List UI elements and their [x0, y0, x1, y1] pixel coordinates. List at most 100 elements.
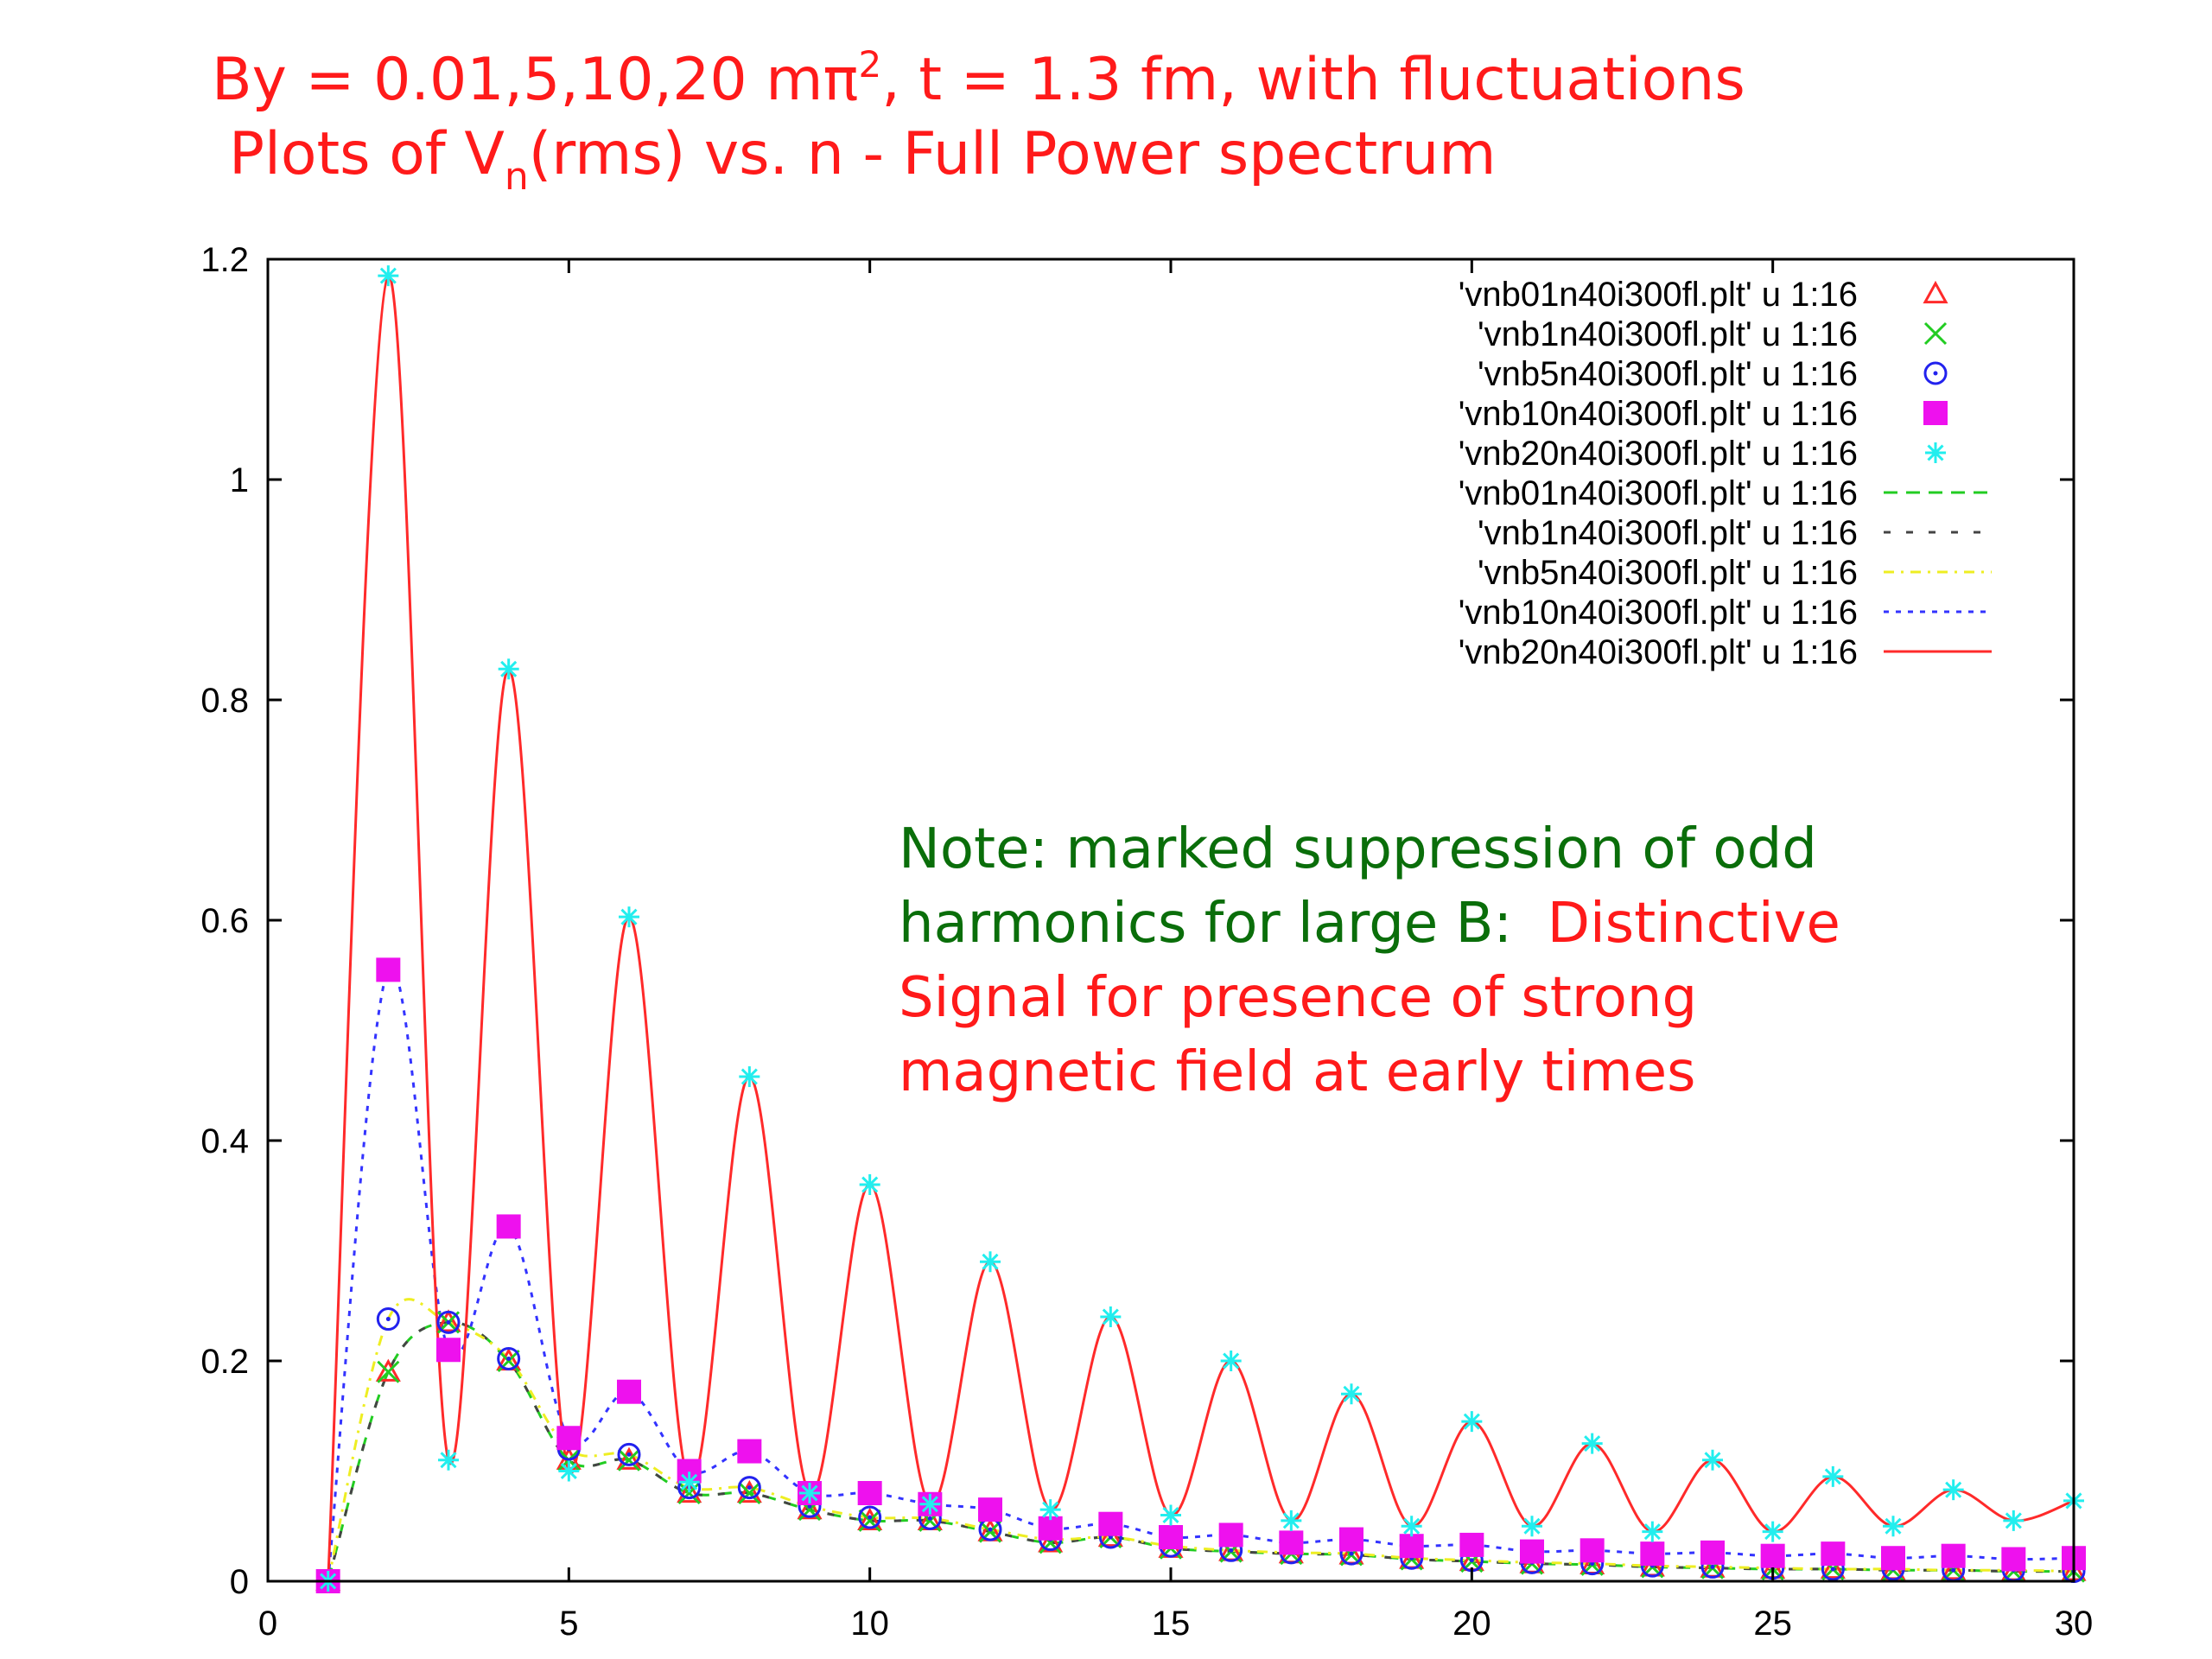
note-line-3: Signal for presence of strong: [899, 961, 1840, 1035]
series-points: [315, 265, 2087, 1593]
title-subscript: n: [504, 155, 529, 199]
data-point: [738, 1481, 761, 1505]
data-point: [1762, 1521, 1783, 1542]
x-tick-label: 0: [258, 1605, 277, 1643]
data-point: [617, 1442, 641, 1466]
data-point: [1941, 1543, 1966, 1568]
marker-stroke: [681, 1473, 698, 1491]
legend-label: 'vnb10n40i300fl.plt' u 1:16: [1459, 594, 1858, 632]
marker-ring: [497, 1346, 521, 1370]
data-point: [1820, 1555, 1846, 1580]
data-point: [978, 1497, 1002, 1522]
marker-stroke: [1223, 1352, 1240, 1370]
data-point: [1220, 1351, 1242, 1371]
data-point: [1399, 1534, 1424, 1559]
marker-stroke: [560, 1462, 577, 1480]
data-point: [1580, 1538, 1605, 1563]
marker-stroke: [1463, 1413, 1480, 1430]
marker-dot: [1590, 1561, 1595, 1567]
marker-stroke: [1343, 1385, 1360, 1402]
marker-stroke: [1923, 321, 1948, 346]
data-point: [1039, 1499, 1061, 1521]
x-tick-label: 30: [2055, 1605, 2094, 1643]
axis-ticks: 0 5 10 15 20 25 30 0 0.2 0.4 0.6 0.8 1 1.2: [200, 241, 2093, 1643]
data-point: [377, 1360, 400, 1383]
legend: 'vnb01n40i300fl.plt' u 1:16'vnb1n40i300f…: [1459, 276, 1992, 671]
marker-stroke: [801, 1484, 818, 1502]
marker-ring: [436, 1310, 461, 1334]
marker-stroke: [1824, 1468, 1841, 1485]
marker-stroke: [1282, 1512, 1300, 1529]
marker-dot: [747, 1485, 752, 1491]
title-line-2-end: (rms) vs. n - Full Power spectrum: [528, 120, 1497, 188]
legend-label: 'vnb1n40i300fl.plt' u 1:16: [1478, 514, 1858, 552]
y-tick-label: 0.2: [200, 1343, 249, 1381]
x-tick-label: 5: [559, 1605, 578, 1643]
data-point: [858, 1509, 881, 1532]
data-point: [1822, 1465, 1844, 1487]
data-point: [376, 1307, 400, 1332]
data-point: [1098, 1511, 1123, 1536]
data-point: [1883, 1516, 1904, 1537]
legend-label: 'vnb01n40i300fl.plt' u 1:16: [1459, 276, 1858, 314]
note-line-2-red: Distinctive: [1547, 892, 1840, 956]
data-point: [737, 1476, 761, 1500]
legend-marker: [1925, 442, 1946, 463]
marker-dot: [626, 1452, 632, 1457]
marker-stroke: [1584, 1435, 1601, 1452]
note-line-4: magnetic field at early times: [899, 1035, 1840, 1109]
marker-dot: [1229, 1548, 1234, 1553]
data-point: [496, 1214, 521, 1239]
marker-stroke: [617, 1448, 641, 1471]
note-line-2-green: harmonics for large B:: [899, 892, 1513, 956]
data-point: [980, 1251, 1001, 1273]
marker-dot: [1469, 1558, 1474, 1563]
marker-stroke: [2005, 1512, 2022, 1529]
data-point: [1281, 1510, 1302, 1531]
series-line: [327, 1320, 2075, 1582]
legend-label: 'vnb5n40i300fl.plt' u 1:16: [1478, 554, 1858, 592]
marker-stroke: [858, 1509, 881, 1532]
data-point: [857, 1481, 882, 1505]
data-point: [438, 1449, 459, 1471]
title-line-2: Plots of Vn(rms) vs. n - Full Power spec…: [229, 118, 1497, 199]
legend-label: 'vnb01n40i300fl.plt' u 1:16: [1459, 474, 1858, 512]
x-tick-label: 15: [1152, 1605, 1191, 1643]
data-point: [1341, 1383, 1362, 1405]
marker-stroke: [1764, 1523, 1782, 1541]
annotation-note: Note: marked suppression of odd harmonic…: [899, 812, 1840, 1109]
data-point: [1097, 1523, 1123, 1548]
data-point: [1821, 1541, 1846, 1567]
data-point: [435, 1309, 461, 1332]
data-point: [737, 1439, 762, 1464]
marker-dot: [988, 1527, 993, 1532]
marker-dot: [1933, 371, 1938, 376]
marker-stroke: [377, 1360, 400, 1383]
marker-stroke: [741, 1068, 758, 1085]
data-point: [2001, 1547, 2026, 1572]
title-line-1-start: By = 0.01,5,10,20 mπ: [212, 46, 859, 114]
marker-ring: [737, 1476, 761, 1500]
data-point: [739, 1066, 760, 1088]
data-point: [1159, 1525, 1183, 1549]
legend-marker: [1923, 280, 1948, 304]
data-point: [1700, 1540, 1725, 1565]
data-point: [799, 1483, 820, 1503]
marker-dot: [868, 1515, 873, 1520]
data-point: [1401, 1516, 1422, 1537]
title-line-1: By = 0.01,5,10,20 mπ2, t = 1.3 fm, with …: [212, 43, 1745, 124]
data-point: [436, 1338, 461, 1363]
y-tick-label: 0.8: [200, 682, 249, 720]
data-point: [919, 1493, 941, 1515]
y-tick-label: 1.2: [200, 241, 249, 279]
data-point: [1038, 1516, 1063, 1541]
data-point: [556, 1426, 582, 1451]
marker-stroke: [982, 1253, 999, 1270]
note-line-3-text: Signal for presence of strong: [899, 966, 1698, 1030]
x-tick-label: 25: [1753, 1605, 1792, 1643]
data-point: [1881, 1546, 1905, 1571]
marker-stroke: [440, 1452, 457, 1469]
data-point: [2003, 1510, 2024, 1531]
marker-dot: [385, 1317, 391, 1322]
marker-dot: [927, 1516, 932, 1521]
